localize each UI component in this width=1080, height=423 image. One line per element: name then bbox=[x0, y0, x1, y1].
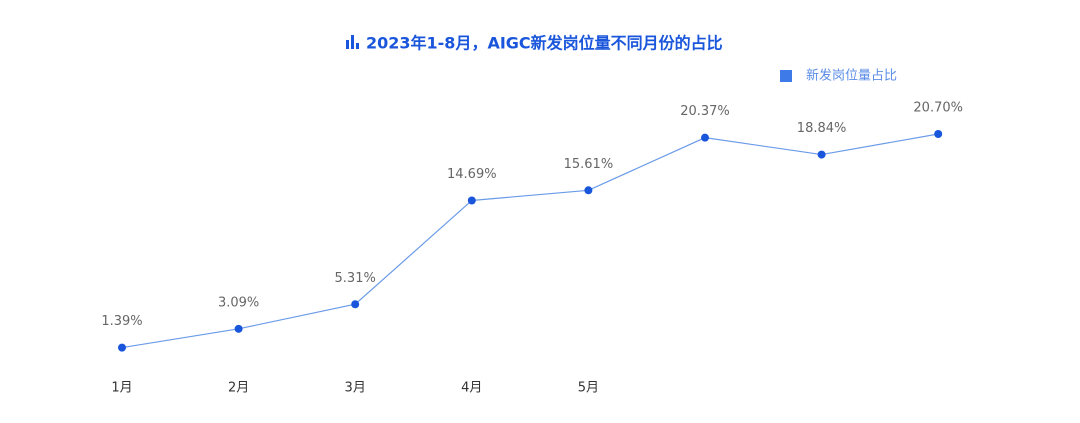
x-tick-label: 3月 bbox=[345, 381, 366, 396]
value-label: 1.39% bbox=[101, 314, 142, 329]
value-label: 3.09% bbox=[218, 295, 259, 310]
value-label: 14.69% bbox=[447, 167, 497, 182]
value-label: 20.70% bbox=[913, 101, 963, 116]
chart-title: 2023年1-8月，AIGC新发岗位量不同月份的占比 bbox=[366, 34, 723, 53]
point bbox=[467, 196, 476, 205]
point bbox=[701, 133, 709, 142]
point bbox=[234, 324, 243, 333]
line bbox=[121, 133, 939, 349]
point bbox=[934, 130, 943, 138]
value-label: 18.84% bbox=[797, 121, 847, 136]
value-label: 15.61% bbox=[564, 157, 614, 172]
title-icon bbox=[346, 35, 359, 49]
point bbox=[584, 186, 593, 195]
x-tick-label: 1月 bbox=[111, 381, 132, 396]
x-tick-label: 5月 bbox=[578, 381, 599, 396]
point bbox=[351, 300, 360, 309]
value-label: 20.37% bbox=[680, 104, 730, 119]
point bbox=[118, 343, 126, 352]
value-label: 5.31% bbox=[335, 271, 376, 286]
x-tick-label: 2月 bbox=[228, 381, 249, 396]
legend-label: 新发岗位量占比 bbox=[806, 68, 897, 84]
point bbox=[817, 150, 826, 159]
x-tick-label: 4月 bbox=[461, 381, 482, 396]
legend-swatch bbox=[780, 70, 792, 82]
